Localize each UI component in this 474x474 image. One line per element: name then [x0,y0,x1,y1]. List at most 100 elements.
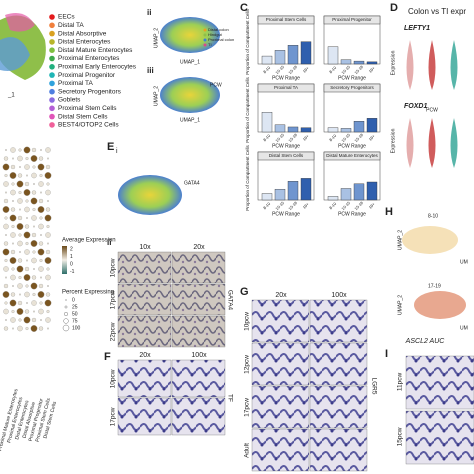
violin [450,118,458,168]
caption: ASCL2 AUC [405,338,446,345]
row-label: 12pcw [244,355,251,374]
dot [40,319,42,321]
dot [30,240,38,247]
legend-label: Proximal Progenitor [58,72,116,79]
x-tick-label: 15-19 [353,200,364,211]
dot [45,292,51,297]
micrograph [171,315,226,348]
legend-swatch [49,113,55,120]
dot [4,258,8,263]
dot [39,301,43,305]
dot [3,181,9,187]
panel-title: Colon vs TI expr [408,7,466,16]
umap-cluster [5,12,35,32]
micrograph [309,299,368,343]
row-label: 10pcw [110,369,117,388]
plot-title: Secretory Progenitors [330,85,374,90]
plot-title: Proximal Stem Cells [266,17,307,22]
violin [428,40,436,90]
dot [47,285,49,287]
legend-tick: 0 [70,261,73,267]
dot [17,283,23,289]
micrograph [171,283,226,316]
dot [31,257,37,264]
legend-label: Goblets [58,97,81,104]
axis-label: _1 [7,93,15,99]
x-tick-label: 10-15 [274,132,285,143]
legend-swatch [49,105,55,112]
dot [38,326,44,331]
dot [26,302,28,304]
x-tick-label: 8-10 [328,65,338,75]
bar [353,183,365,201]
violin [406,118,414,168]
axis-label: UMAP_2 [397,230,403,250]
legend-title: PCW [210,82,222,88]
legend-title: Average Expression [62,238,116,244]
dot [45,249,51,255]
dot [19,251,21,253]
dot [19,208,21,211]
dot [16,308,24,315]
dot [19,166,21,168]
dot [31,190,37,195]
dot [40,149,42,151]
row-label: 10pcw [244,312,251,331]
dot [5,319,7,321]
dot [25,156,29,161]
size-key [62,324,70,332]
dot [11,267,15,271]
x-tick-label: 10-15 [274,64,285,75]
bar [261,55,273,65]
axis-label: UMAP_2 [153,86,159,106]
micrograph [405,355,474,410]
bar [287,126,299,133]
dot [30,282,38,290]
dot [4,216,8,220]
dot [16,265,24,273]
row-label: 17pcw [110,407,117,426]
legend-swatch [49,88,55,95]
umap [402,226,458,254]
dot [32,292,36,297]
axis-label: Proportion of Compartment Cells [245,8,250,74]
column-label: 10x [139,244,151,251]
axis-label: UMAP_1 [180,117,200,123]
dot [38,156,44,161]
plot-header [257,15,315,25]
dot [12,200,14,202]
column-label: 20x [193,244,205,251]
dot [11,224,15,229]
plot-header [323,15,381,25]
bar [366,118,378,133]
axis-label: UM [460,259,468,265]
dot [11,182,15,186]
dot [2,206,10,213]
micrograph [171,359,226,398]
legend-swatch [49,80,55,87]
x-tick-label: 8-10 [262,133,272,143]
micrograph [405,410,474,465]
dot [24,309,30,314]
axis-label: Proportion of Compartment Cells [245,144,250,210]
legend-swatch [49,47,55,53]
panel-letter: E [107,141,114,153]
bar [366,61,378,65]
size-key [64,305,68,309]
row-label: 10pcw [110,258,117,277]
dot [17,258,23,263]
x-tick-label: 15-19 [353,132,364,143]
dot [11,309,15,314]
plot-title: Distal Stem Cells [269,153,304,158]
legend-label: Distal Absorptive [58,30,107,37]
dot [40,191,42,194]
dot [38,283,44,289]
dot [40,234,42,236]
dot [31,317,37,323]
axis-label: PCW Range [338,75,366,81]
dot [10,249,16,255]
dot [46,182,50,186]
umap [118,175,182,215]
size-key [64,312,68,316]
